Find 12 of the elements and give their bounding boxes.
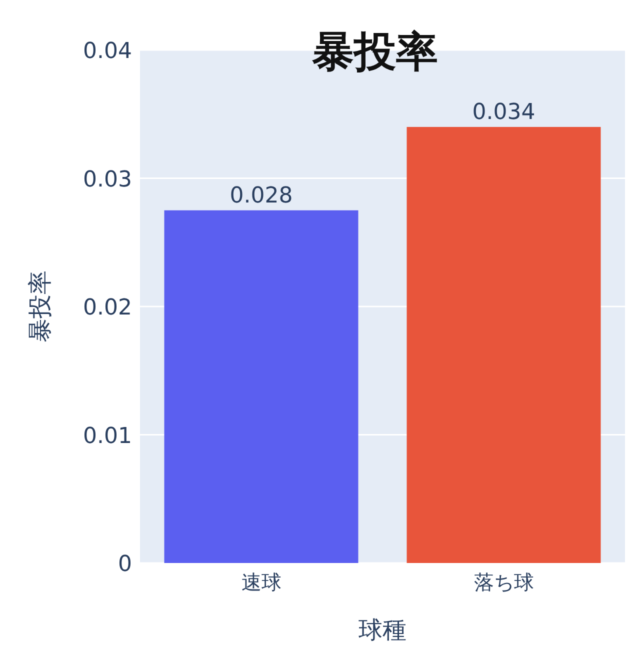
x-tick-label: 速球: [241, 570, 282, 594]
y-tick-label: 0: [118, 552, 132, 577]
y-tick-label: 0.04: [83, 39, 132, 64]
y-tick-label: 0.01: [83, 424, 132, 449]
x-tick-label: 落ち球: [474, 570, 534, 594]
y-tick-label: 0.02: [83, 296, 132, 320]
x-axis-title: 球種: [358, 616, 406, 644]
y-tick-label: 0.03: [83, 167, 132, 192]
data-label: 0.034: [472, 100, 536, 125]
data-label: 0.028: [230, 183, 293, 208]
chart-title: 暴投率: [311, 27, 438, 76]
y-axis-title: 暴投率: [26, 270, 54, 342]
